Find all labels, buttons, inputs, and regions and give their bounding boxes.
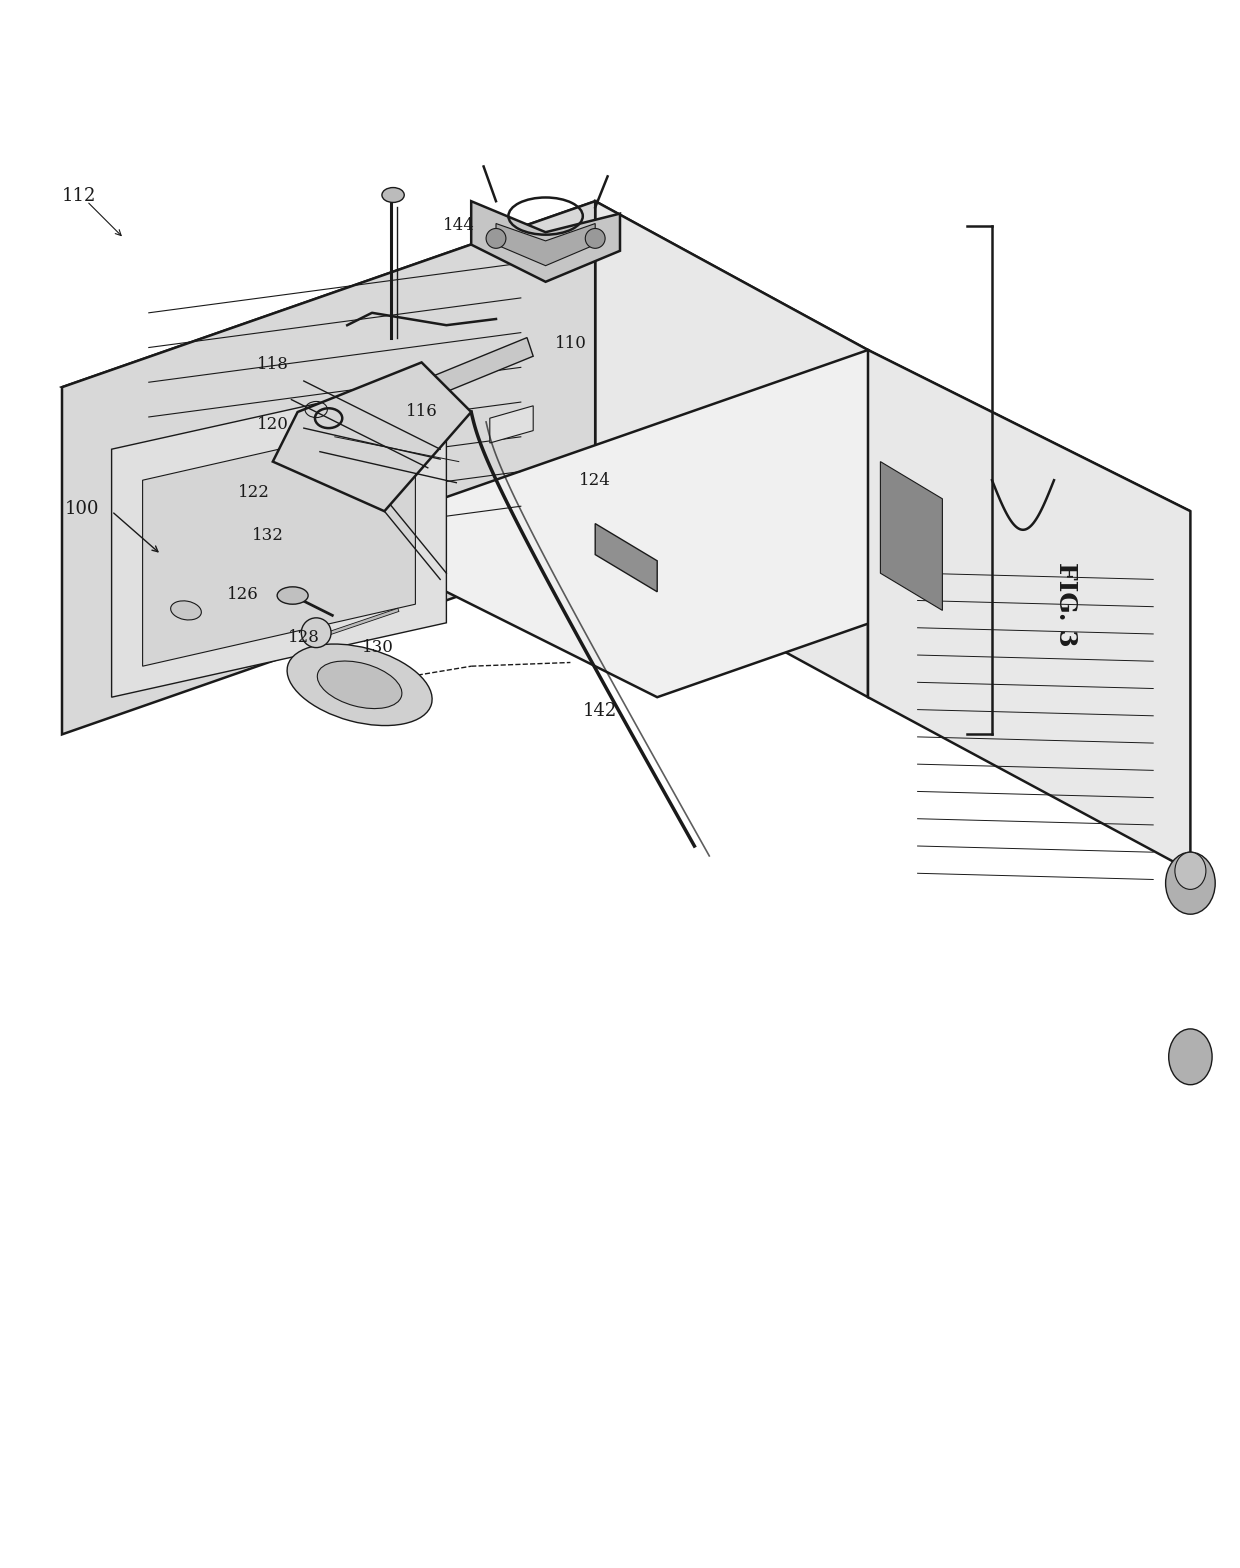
Polygon shape: [62, 201, 595, 734]
Polygon shape: [273, 362, 471, 511]
Polygon shape: [62, 201, 868, 536]
Ellipse shape: [382, 188, 404, 202]
Text: 122: 122: [238, 485, 270, 502]
Text: 120: 120: [257, 416, 289, 433]
Text: 112: 112: [62, 187, 97, 205]
Text: 130: 130: [362, 640, 394, 655]
Ellipse shape: [171, 601, 201, 619]
Circle shape: [301, 618, 331, 648]
Text: 116: 116: [405, 403, 438, 420]
Polygon shape: [595, 524, 657, 591]
Text: 110: 110: [554, 336, 587, 353]
Text: 142: 142: [583, 702, 618, 720]
Polygon shape: [143, 419, 415, 666]
Ellipse shape: [277, 586, 308, 604]
Text: 126: 126: [227, 586, 259, 602]
Ellipse shape: [1174, 851, 1205, 889]
Text: 100: 100: [64, 500, 99, 517]
Polygon shape: [496, 224, 595, 265]
Text: 132: 132: [252, 527, 284, 544]
Circle shape: [486, 229, 506, 248]
Polygon shape: [490, 406, 533, 444]
Polygon shape: [868, 350, 1190, 870]
Text: 144: 144: [443, 218, 475, 235]
Ellipse shape: [317, 662, 402, 709]
Polygon shape: [112, 375, 446, 698]
Polygon shape: [391, 337, 533, 412]
Polygon shape: [880, 461, 942, 610]
Ellipse shape: [288, 644, 432, 726]
Text: FIG. 3: FIG. 3: [1054, 561, 1079, 646]
Circle shape: [585, 229, 605, 248]
Ellipse shape: [1168, 1029, 1211, 1085]
Ellipse shape: [1166, 851, 1215, 914]
Text: 128: 128: [288, 629, 320, 646]
Text: 124: 124: [579, 472, 611, 489]
Polygon shape: [595, 201, 868, 698]
Polygon shape: [335, 350, 1190, 698]
Polygon shape: [471, 201, 620, 282]
Text: 118: 118: [257, 356, 289, 373]
